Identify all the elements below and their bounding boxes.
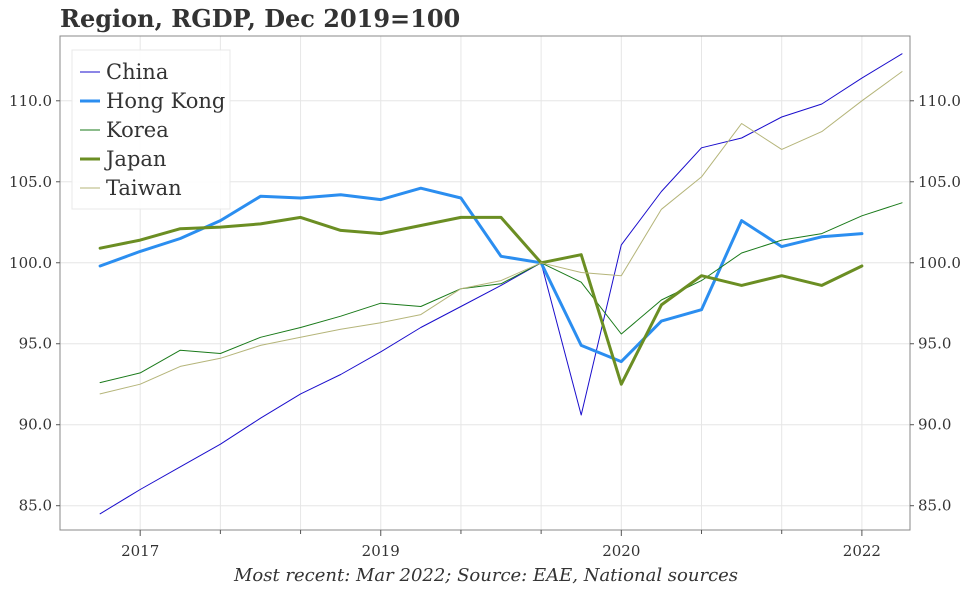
chart-title: Region, RGDP, Dec 2019=100 — [60, 4, 461, 33]
chart-caption: Most recent: Mar 2022; Source: EAE, Nati… — [233, 565, 739, 586]
legend-label-china[interactable]: China — [106, 60, 168, 84]
y-tick-label-right: 85.0 — [918, 497, 951, 515]
legend-label-taiwan[interactable]: Taiwan — [106, 176, 182, 200]
x-tick-label: 2017 — [121, 542, 159, 560]
series-line-china — [99, 53, 903, 515]
axes: 2017 2019 2020 2022 85.0 85.0 90.0 90.0 95.0 95.0… — [9, 35, 961, 560]
series-line-taiwan — [99, 71, 903, 395]
y-tick-label-right: 100.0 — [918, 254, 961, 272]
series-line-hong-kong — [98, 186, 864, 364]
series-lines — [98, 53, 903, 515]
y-tick-label-left: 95.0 — [19, 335, 52, 353]
legend-label-japan[interactable]: Japan — [104, 147, 166, 171]
series-line-japan — [98, 215, 864, 386]
y-tick-label-right: 90.0 — [918, 416, 951, 434]
legend-label-hong-kong[interactable]: Hong Kong — [106, 89, 225, 113]
x-tick-label: 2019 — [362, 542, 400, 560]
y-tick-label-left: 100.0 — [9, 254, 52, 272]
x-tick-label: 2022 — [843, 542, 881, 560]
series-line-korea — [99, 202, 903, 384]
y-tick-label-right: 110.0 — [918, 92, 961, 110]
y-tick-label-left: 105.0 — [9, 173, 52, 191]
y-tick-label-left: 90.0 — [19, 416, 52, 434]
plot-frame — [59, 35, 911, 531]
y-tick-label-right: 105.0 — [918, 173, 961, 191]
x-tick-label: 2020 — [602, 542, 640, 560]
y-tick-label-left: 110.0 — [9, 92, 52, 110]
legend-label-korea[interactable]: Korea — [106, 118, 169, 142]
y-tick-label-left: 85.0 — [19, 497, 52, 515]
legend[interactable]: China Hong Kong Korea Japan Taiwan — [71, 49, 231, 210]
y-tick-label-right: 95.0 — [918, 335, 951, 353]
